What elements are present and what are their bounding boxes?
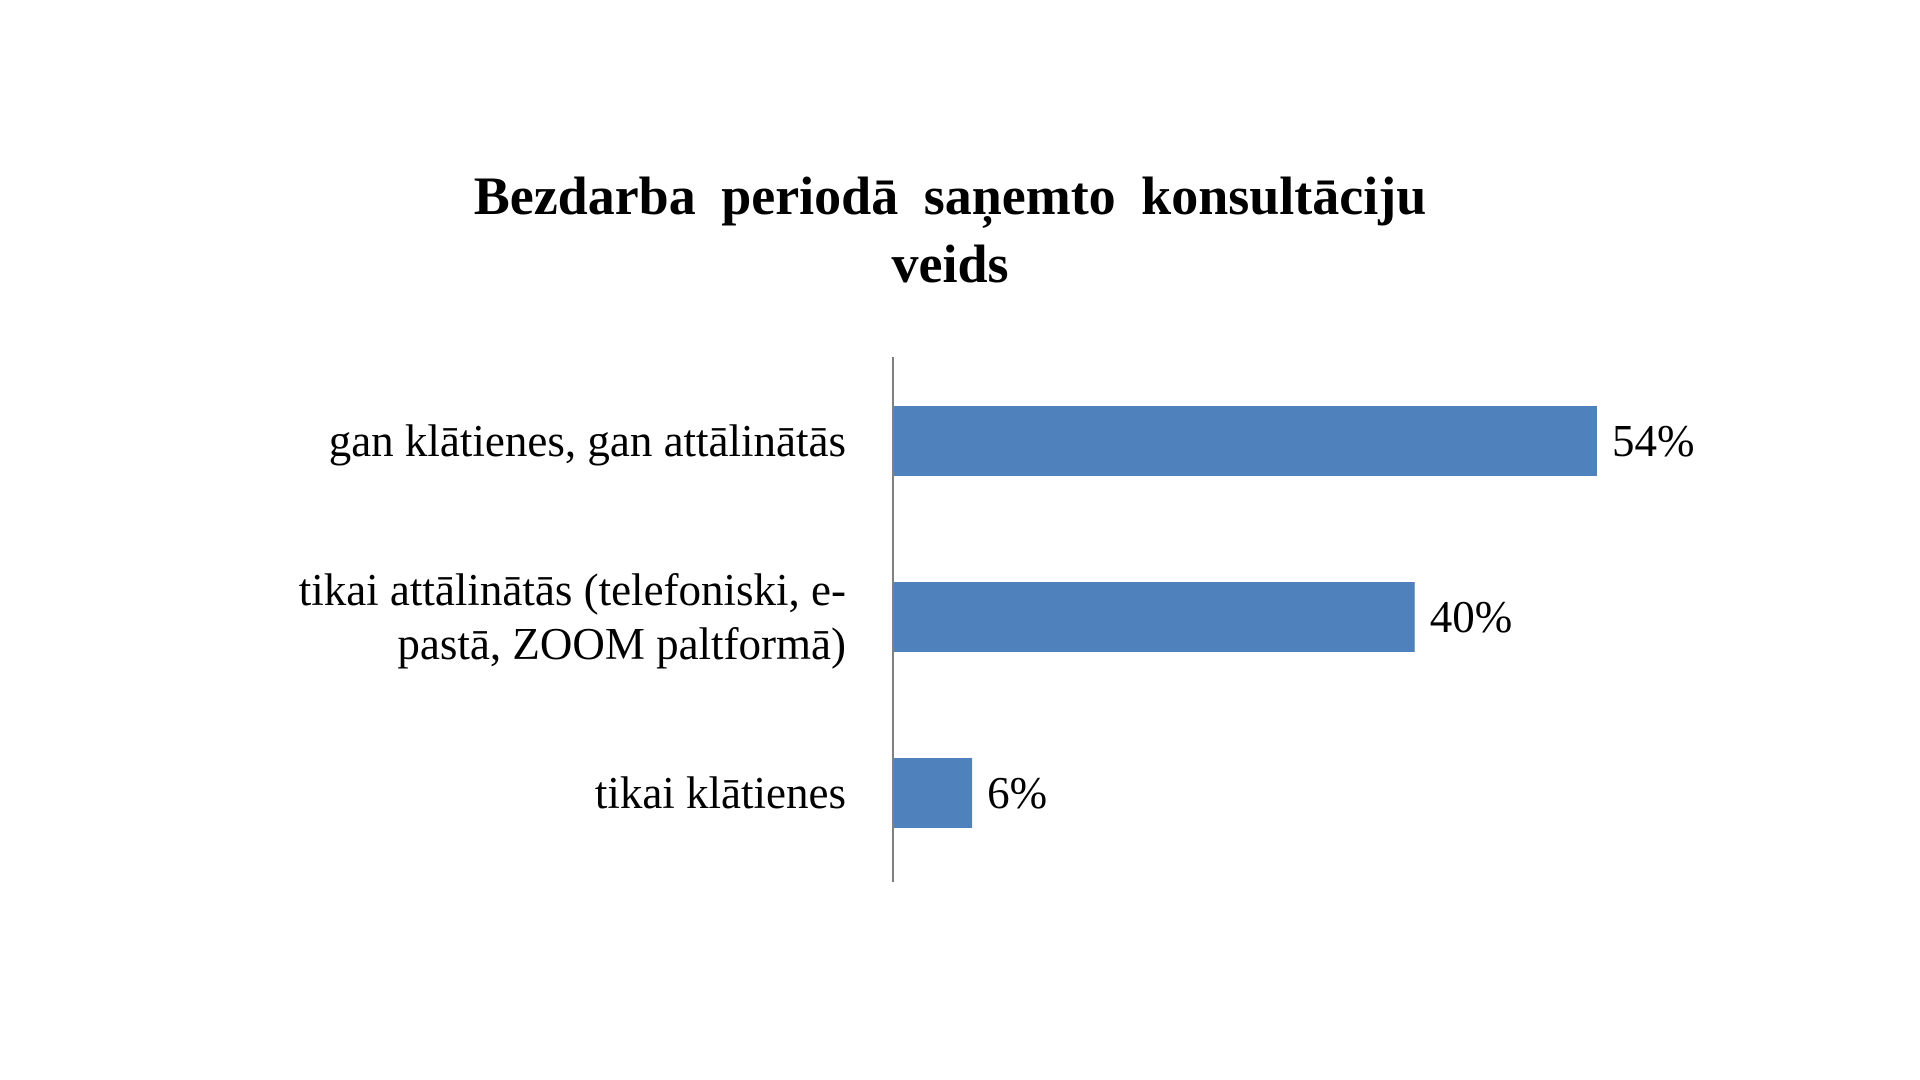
data-label-1: 40%: [1430, 592, 1513, 642]
chart-title: Bezdarba periodā saņemto konsultāciju ve…: [473, 166, 1427, 294]
category-label-0: gan klātienes, gan attālinātās: [328, 416, 846, 466]
data-label-2: 6%: [987, 768, 1047, 818]
category-label-2: tikai klātienes: [594, 768, 846, 818]
bar-0: [894, 406, 1597, 476]
data-labels-group: 54% 40% 6%: [987, 416, 1694, 818]
bars-group: [894, 406, 1597, 828]
category-label-1: tikai attālinātās (telefoniski, e-pastā,…: [298, 565, 846, 669]
data-label-0: 54%: [1612, 416, 1695, 466]
bar-1: [894, 582, 1415, 652]
bar-2: [894, 758, 973, 828]
